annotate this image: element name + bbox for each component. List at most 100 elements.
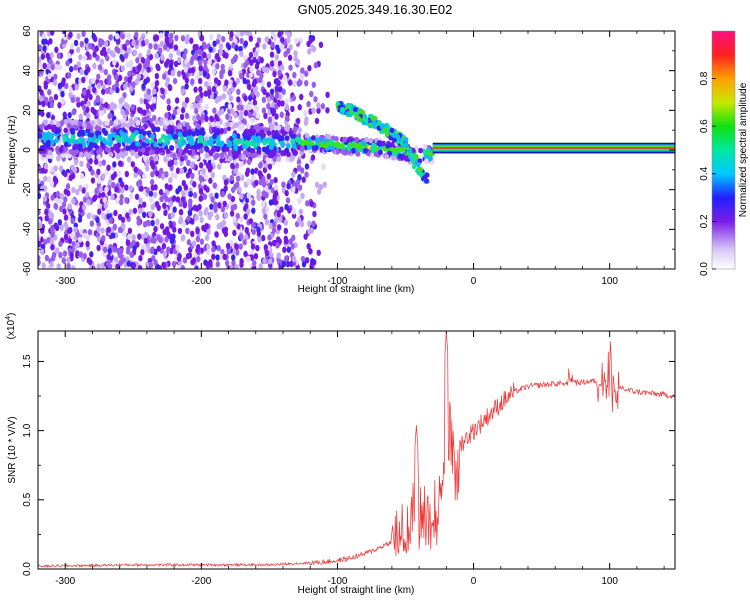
spectrogram-cell — [389, 127, 395, 133]
spectrogram-cell — [101, 235, 106, 242]
spectrogram-cell — [284, 189, 289, 197]
spectrogram-cell — [79, 172, 85, 180]
spectrogram-cell — [149, 178, 155, 186]
spectrogram-cell — [53, 165, 58, 172]
spectrogram-cell — [44, 208, 49, 216]
spectrogram-cell — [206, 249, 211, 256]
spectrogram-cell — [143, 78, 148, 85]
spectrogram-cell — [211, 240, 216, 247]
spectrogram-cell — [136, 64, 142, 72]
spectrogram-cell — [158, 167, 164, 175]
spectrogram-cell — [125, 103, 130, 111]
spectrogram-cell — [78, 251, 84, 258]
spectrogram-cell — [68, 174, 74, 182]
spectrogram-cell — [236, 96, 241, 103]
spectrogram-cell — [185, 143, 191, 150]
spectrogram-cell — [46, 131, 52, 137]
spectrogram-cell — [165, 148, 171, 155]
spectrogram-cell — [204, 152, 210, 159]
spectrogram-cell — [262, 139, 268, 146]
spectrogram-cell — [304, 163, 310, 170]
spectrogram-cell — [159, 40, 165, 48]
spectrogram-cell — [233, 54, 239, 61]
spectrogram-cell — [276, 99, 282, 107]
spectrogram-cell — [263, 244, 269, 251]
spectrogram-cell — [250, 116, 255, 124]
spectrogram-cell — [243, 95, 248, 102]
spectrogram-cell — [187, 252, 193, 259]
spectrogram-cell — [215, 213, 220, 221]
spectrogram-cell — [284, 126, 290, 132]
spectrogram-cell — [253, 141, 259, 148]
spectrogram-cell — [422, 143, 428, 150]
spectrogram-cell — [333, 136, 339, 142]
spectrogram-cell — [172, 77, 178, 85]
spectrogram-cell — [150, 81, 156, 89]
spectrogram-cell — [74, 84, 79, 91]
spectrogram-cell — [136, 215, 141, 222]
spectrogram-cell — [214, 192, 219, 199]
spectrogram-cell — [151, 88, 157, 95]
spectrogram-cell — [111, 84, 117, 91]
spectrogram-cell — [250, 248, 255, 256]
x-tick-label: -200 — [191, 276, 211, 287]
spectrogram-cell — [154, 52, 159, 60]
spectrogram-cell — [167, 133, 172, 140]
spectrogram-cell — [90, 120, 96, 126]
spectrogram-cell — [123, 75, 129, 83]
spectrogram-cell — [273, 133, 279, 140]
y-tick-label: -60 — [22, 261, 33, 276]
spectrogram-cell — [210, 171, 215, 178]
spectrogram-cell — [168, 37, 174, 44]
spectrogram-cell — [195, 235, 201, 243]
spectrogram-cell — [186, 130, 192, 136]
spectrogram-cell — [142, 172, 147, 180]
spectrogram-cell — [45, 52, 50, 59]
spectrogram-cell — [243, 54, 248, 62]
spectrogram-cell — [124, 197, 129, 204]
spectrogram-cell — [219, 140, 225, 147]
spectrogram-cell — [228, 95, 234, 102]
spectrogram-cell — [183, 66, 188, 73]
colorbar-tick-label: 0.2 — [699, 214, 710, 228]
spectrogram-cell — [63, 170, 68, 178]
spectrogram-cell — [118, 102, 123, 110]
spectrogram-cell — [308, 37, 314, 44]
spectrogram-cell — [267, 234, 272, 241]
spectrogram-cell — [82, 252, 87, 260]
spectrogram-ylabel: Frequency (Hz) — [7, 116, 18, 185]
spectrogram-cell — [53, 203, 59, 210]
spectrogram-cell — [263, 112, 268, 120]
spectrogram-cell — [159, 223, 165, 230]
spectrogram-cell — [250, 152, 256, 159]
spectrogram-cell — [140, 147, 146, 153]
spectrogram-cell — [105, 87, 110, 95]
spectrogram-cell — [284, 135, 290, 141]
spectrogram-cell — [153, 259, 158, 266]
spectrogram-cell — [164, 195, 169, 203]
spectrogram-cell — [265, 206, 270, 213]
spectrogram-cell — [222, 200, 227, 208]
spectrogram-cell — [128, 208, 133, 216]
spectrogram-cell — [271, 149, 277, 156]
spectrogram-cell — [250, 140, 255, 147]
spectrogram-cell — [278, 216, 283, 223]
spectrogram-cell — [84, 151, 89, 158]
spectrogram-cell — [91, 77, 96, 84]
spectrogram-cell — [175, 196, 181, 203]
spectrogram-cell — [118, 259, 123, 267]
spectrogram-cell — [99, 49, 105, 56]
spectrogram-cell — [221, 227, 227, 234]
spectrogram-cell — [277, 31, 282, 38]
spectrogram-cell — [207, 166, 213, 173]
spectrogram-cell — [107, 79, 112, 86]
spectrogram-cell — [316, 107, 321, 114]
spectrogram-cell — [273, 184, 279, 191]
spectrogram-cell — [49, 212, 55, 219]
spectrogram-cell — [363, 147, 368, 154]
spectrogram-cell — [39, 248, 45, 255]
x-tick-label: -300 — [55, 576, 75, 587]
spectrogram-cell — [138, 207, 143, 215]
spectrogram-cell — [226, 89, 232, 96]
spectrogram-cell — [127, 227, 133, 235]
